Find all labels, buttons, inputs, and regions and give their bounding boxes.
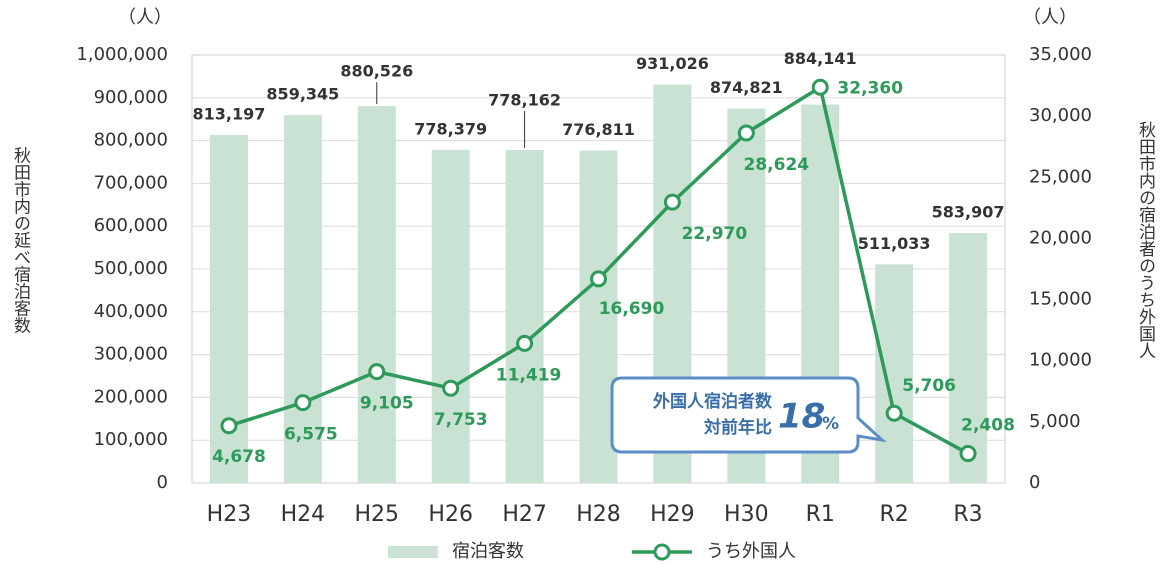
x-tick-label: H26: [428, 502, 473, 527]
bar-label: 583,907: [932, 203, 1005, 222]
bar: [505, 149, 544, 484]
legend-label: うち外国人: [706, 541, 796, 562]
x-tick-label: H30: [724, 502, 769, 527]
y2-axis-label: 秋田市内の宿泊者のうち外国人: [1135, 121, 1156, 359]
callout-text: 対前年比: [703, 417, 772, 438]
y2-unit: （人）: [1023, 7, 1077, 28]
x-tick-label: R1: [806, 502, 835, 527]
bar-label: 931,026: [636, 54, 709, 73]
line-label: 22,970: [682, 224, 748, 244]
y-tick-label: 600,000: [94, 215, 168, 236]
y-tick-label: 800,000: [94, 130, 168, 151]
x-tick-label: H23: [207, 502, 252, 527]
legend-label: 宿泊客数: [452, 541, 524, 562]
x-tick-label: H27: [502, 502, 547, 527]
line-point: [885, 404, 903, 422]
bar: [431, 149, 470, 483]
line-point: [442, 379, 460, 397]
line-point: [590, 270, 607, 288]
y-tick-label: 400,000: [94, 301, 168, 322]
bar: [949, 233, 988, 483]
bar-label: 874,821: [710, 78, 783, 97]
line-label: 32,360: [837, 78, 903, 98]
line-point: [368, 363, 386, 381]
line-label: 2,408: [961, 416, 1015, 436]
line-label: 9,105: [360, 394, 414, 414]
x-tick-label: H28: [576, 502, 621, 527]
x-tick-label: H25: [354, 502, 399, 527]
line-point: [959, 445, 977, 463]
y-tick-label: 300,000: [94, 344, 168, 365]
y2-tick-label: 5,000: [1029, 411, 1081, 432]
x-tick-label: H29: [650, 502, 695, 527]
y2-tick-label: 10,000: [1029, 350, 1092, 371]
bar-label: 778,379: [414, 119, 487, 138]
y-unit: （人）: [118, 7, 172, 28]
bar: [357, 106, 396, 483]
y-tick-label: 0: [157, 472, 168, 493]
line-label: 28,624: [744, 155, 810, 175]
y2-tick-label: 35,000: [1029, 44, 1092, 65]
x-tick-label: R2: [879, 502, 908, 527]
legend-swatch: [653, 543, 671, 561]
y2-tick-label: 25,000: [1029, 166, 1092, 187]
y-tick-label: 100,000: [94, 429, 168, 450]
x-tick-label: H24: [281, 502, 326, 527]
bar-label: 511,033: [858, 234, 931, 253]
bar-label: 813,197: [193, 104, 266, 123]
y-axis-label: 秋田市内の延べ宿泊客数: [10, 146, 31, 333]
bar: [875, 264, 914, 483]
bar-label: 884,141: [784, 49, 857, 68]
line-point: [516, 334, 534, 352]
line-point: [663, 193, 681, 211]
y-tick-label: 1,000,000: [76, 44, 168, 65]
line-label: 16,690: [599, 299, 665, 319]
y-tick-label: 900,000: [94, 87, 168, 108]
callout-unit: %: [822, 414, 839, 434]
bar-label: 880,526: [340, 62, 413, 81]
y2-tick-label: 30,000: [1029, 105, 1092, 126]
bar: [283, 115, 322, 483]
bar-label: 859,345: [266, 85, 339, 104]
y-tick-label: 500,000: [94, 258, 168, 279]
bar-label: 778,162: [488, 90, 561, 109]
x-tick-label: R3: [953, 502, 982, 527]
line-label: 7,753: [434, 410, 488, 430]
line-point: [220, 417, 238, 435]
y2-tick-label: 15,000: [1029, 289, 1092, 310]
y-tick-label: 700,000: [94, 172, 168, 193]
line-point: [737, 124, 755, 142]
y2-tick-label: 0: [1029, 472, 1040, 493]
y2-tick-label: 20,000: [1029, 227, 1092, 248]
line-label: 5,706: [902, 376, 956, 396]
line-point: [811, 78, 829, 96]
callout-value: 18: [778, 397, 825, 437]
bar-label: 776,811: [562, 120, 635, 139]
callout-text: 外国人宿泊者数: [653, 391, 773, 412]
line-label: 11,419: [496, 365, 562, 385]
line-label: 4,678: [212, 447, 266, 467]
legend-swatch: [388, 546, 438, 558]
line-point: [294, 394, 312, 412]
y-tick-label: 200,000: [94, 386, 168, 407]
callout: [610, 376, 887, 454]
line-label: 6,575: [284, 425, 338, 445]
